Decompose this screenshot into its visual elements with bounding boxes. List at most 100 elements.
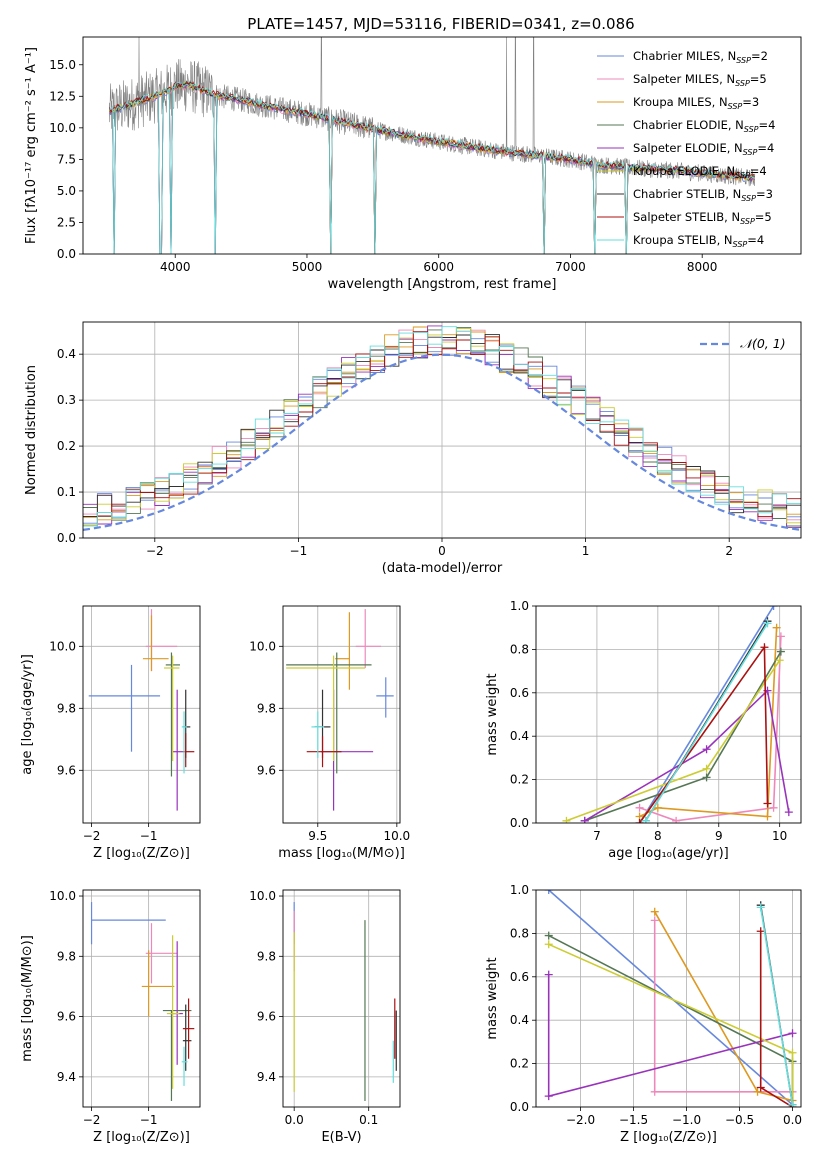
- plus-marker: [544, 1092, 553, 1101]
- plot-area-mass_vs_ebv: [283, 890, 400, 1107]
- normal-reference-curve: [83, 353, 801, 531]
- panel-age_vs_mass: 9.5 10.0 9.6 9.8 10.0 mass [log₁₀(M/M⊙)]: [249, 605, 410, 861]
- plot-area-spectrum: [108, 37, 756, 254]
- plus-marker: [544, 970, 553, 979]
- legend-label: Kroupa STELIB, NSSP=4: [633, 233, 764, 249]
- legend-subscript: SSP: [733, 240, 748, 249]
- errorbar-point: [320, 689, 374, 811]
- y-tick-label: 0.2: [510, 1057, 529, 1071]
- x-tick-label: 10: [772, 829, 787, 843]
- axes-frame: [282, 605, 401, 824]
- histogram-salpeter_stelib: [83, 331, 801, 527]
- x-tick-label: 9: [715, 829, 723, 843]
- x-tick-label: −2: [83, 829, 101, 843]
- weight-line-kroupa_elodie: [548, 943, 794, 1105]
- plus-marker: [784, 808, 793, 817]
- errorbar-point: [182, 1004, 192, 1071]
- y-tick-label: 0.4: [510, 729, 529, 743]
- errorbar-point: [88, 664, 161, 752]
- plot-area-age_vs_mass: [283, 606, 400, 823]
- plus-marker: [772, 623, 781, 632]
- y-axis-label: Normed distribution: [24, 365, 39, 495]
- legend-count: =3: [756, 187, 773, 201]
- y-tick-label: 10.0: [249, 639, 276, 653]
- legend-label: Salpeter STELIB, NSSP=5: [633, 210, 772, 226]
- plus-marker: [702, 745, 711, 754]
- y-tick-label: 0.8: [510, 926, 529, 940]
- y-tick-label: 0.0: [57, 247, 76, 261]
- plus-marker: [702, 773, 711, 782]
- model-line-chabrier_elodie: [108, 81, 755, 254]
- y-tick-label: 0.6: [510, 970, 529, 984]
- legend-subscript: SSP: [735, 171, 750, 180]
- y-tick-label: 10.0: [49, 889, 76, 903]
- weight-line-salpeter_stelib: [638, 644, 769, 823]
- y-tick-label: 9.8: [57, 701, 76, 715]
- x-axis-label: (data-model)/error: [382, 561, 503, 576]
- y-tick-label: 9.6: [257, 763, 276, 777]
- y-axis-label: age [log₁₀(age/yr)]: [20, 654, 35, 775]
- axes-frame: [282, 889, 401, 1108]
- legend-count: =5: [750, 72, 767, 86]
- plot-area-age_vs_Z: [83, 606, 200, 823]
- plus-marker: [650, 916, 659, 925]
- y-tick-label: 2.5: [57, 215, 76, 229]
- plus-marker: [650, 907, 659, 916]
- x-axis-label: Z [log₁₀(Z/Z⊙)]: [620, 1130, 717, 1145]
- legend-count: =4: [750, 164, 767, 178]
- y-tick-label: 9.8: [57, 949, 76, 963]
- legend-subscript: SSP: [735, 79, 750, 88]
- axes-frame: [535, 605, 802, 824]
- plus-marker: [580, 816, 589, 823]
- y-axis-label: Flux [fλ10⁻¹⁷ erg cm⁻² s⁻¹ A⁻¹]: [24, 47, 39, 244]
- plus-marker: [760, 643, 769, 652]
- plus-marker: [635, 819, 644, 823]
- y-axis-label: mass [log₁₀(M/M⊙)]: [20, 935, 35, 1062]
- errorbar-point: [141, 950, 175, 1017]
- x-tick-label: −1: [290, 544, 308, 558]
- legend-subscript: SSP: [741, 194, 756, 203]
- legend-label: Kroupa ELODIE, NSSP=4: [633, 164, 767, 180]
- plus-marker: [769, 606, 778, 610]
- y-tick-label: 7.5: [57, 152, 76, 166]
- y-tick-label: 9.6: [257, 1010, 276, 1024]
- errorbar-point: [306, 736, 342, 768]
- errorbar-point: [166, 935, 180, 1089]
- x-tick-label: 0.0: [783, 1113, 802, 1127]
- legend-label: Salpeter MILES, NSSP=5: [633, 72, 767, 88]
- plus-marker: [562, 816, 571, 823]
- panel-spectrum: 4000 5000 6000 7000 8000 0.0 2.5 5.0 7.5 10.0 12.5…: [24, 36, 802, 292]
- x-tick-label: −1.0: [672, 1113, 701, 1127]
- x-axis-label: wavelength [Angstrom, rest frame]: [328, 277, 557, 292]
- x-tick-label: −2: [146, 544, 164, 558]
- y-tick-label: 0.2: [57, 439, 76, 453]
- x-tick-label: −0.5: [725, 1113, 754, 1127]
- x-tick-label: 2: [725, 544, 733, 558]
- y-axis-label: mass weight: [485, 957, 500, 1039]
- axes-frame: [535, 889, 802, 1108]
- x-axis-label: Z [log₁₀(Z/Z⊙)]: [93, 846, 190, 861]
- legend-label: Chabrier ELODIE, NSSP=4: [633, 118, 775, 134]
- y-tick-label: 12.5: [49, 89, 76, 103]
- y-tick-label: 1.0: [510, 599, 529, 613]
- x-tick-label: −2.0: [566, 1113, 595, 1127]
- y-tick-label: 10.0: [49, 121, 76, 135]
- x-tick-label: 0.0: [285, 1113, 304, 1127]
- weight-line-salpeter_miles: [653, 920, 793, 1093]
- errorbar-point: [286, 655, 366, 761]
- y-tick-label: 1.0: [510, 883, 529, 897]
- x-axis-label: age [log₁₀(age/yr)]: [608, 846, 729, 861]
- plus-marker: [650, 1087, 659, 1096]
- errorbar-point: [164, 655, 180, 761]
- errorbar-point: [182, 733, 195, 768]
- y-tick-label: 0.3: [57, 393, 76, 407]
- legend-count: =4: [747, 233, 764, 247]
- weight-line-kroupa_stelib: [759, 907, 794, 1105]
- plus-marker: [756, 1083, 765, 1092]
- plus-marker: [763, 619, 772, 628]
- legend-count: =4: [759, 118, 776, 132]
- weight-line-salpeter_elodie: [584, 688, 790, 822]
- errorbar-point: [286, 652, 372, 774]
- plus-marker: [756, 927, 765, 936]
